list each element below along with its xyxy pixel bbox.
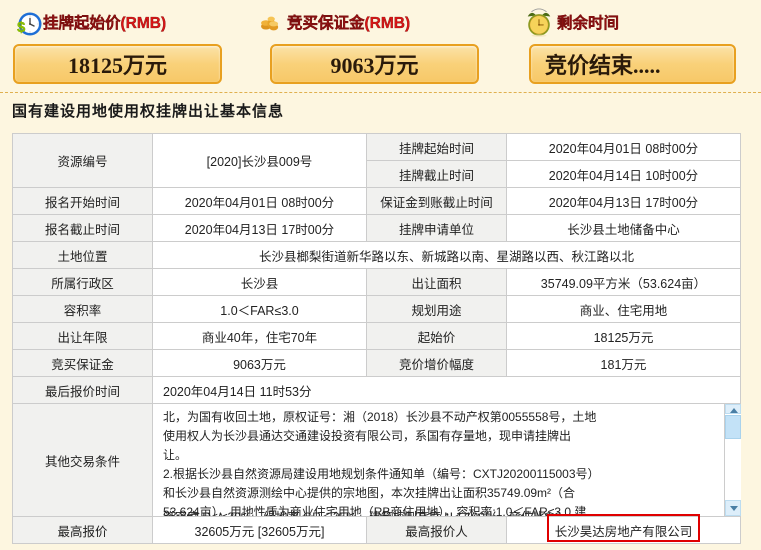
svg-text:$: $ (17, 19, 26, 36)
